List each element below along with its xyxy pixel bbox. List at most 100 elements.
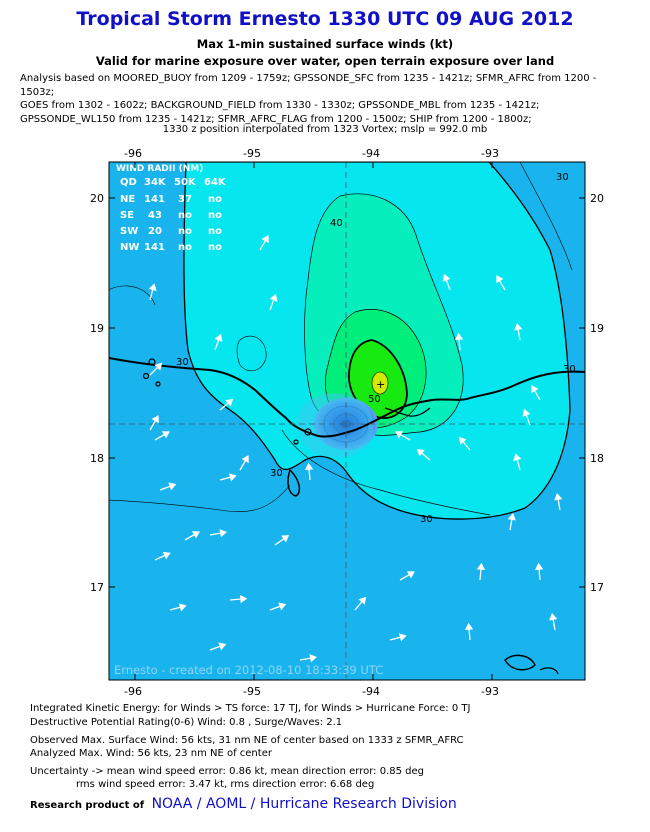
wind-radii-cell: SE — [120, 210, 134, 221]
position-note: 1330 z position interpolated from 1323 V… — [162, 124, 488, 135]
wind-vector-head — [458, 436, 467, 445]
map-subtitle-winds: Max 1-min sustained surface winds (kt) — [196, 37, 454, 51]
lat-tick-label: 20 — [590, 192, 604, 205]
analysis-line: Analysis based on MOORED_BUOY from 1209 … — [20, 73, 597, 98]
wind-radii-cell: 141 — [144, 242, 165, 253]
wind-vector-head — [309, 654, 318, 663]
island — [304, 428, 312, 436]
contour-label: 30 — [420, 514, 433, 525]
wind-vector-head — [168, 482, 177, 491]
lat-tick-label: 17 — [90, 581, 104, 594]
analyzed-max-wind: Analyzed Max. Wind: 56 kts, 23 nm NE of … — [30, 748, 272, 759]
wind-vector-head — [225, 398, 234, 407]
wind-vector-head — [464, 622, 474, 631]
wind-vector-head — [549, 612, 558, 621]
lon-tick-label: -96 — [124, 147, 142, 160]
coastline — [384, 407, 431, 417]
wind-vector-head — [239, 594, 248, 604]
wind-radii-cell: no — [178, 226, 192, 237]
wind-band-20kt — [297, 393, 374, 458]
wind-vector-head — [416, 448, 425, 457]
wind-radii-cell: no — [208, 226, 222, 237]
wind-radii-cell: 141 — [144, 194, 165, 205]
wind-vector-head — [531, 385, 539, 394]
lat-tick-label: 20 — [90, 192, 104, 205]
contour-label: 30 — [556, 172, 569, 183]
contour-line — [519, 162, 573, 271]
wind-radii-cell: NE — [120, 194, 135, 205]
contour-line — [109, 285, 156, 306]
uncertainty-rms: rms wind speed error: 3.47 kt, rms direc… — [76, 779, 375, 790]
wind-vector-head — [534, 562, 544, 571]
lat-tick-label: 18 — [590, 452, 604, 465]
contour-label: 50 — [368, 394, 381, 405]
wind-map: + 30 40 50 30 30 — [90, 147, 604, 698]
wind-radii-table: WIND RADII (NM) QD 34K 50K 64K NE 141 37… — [116, 164, 227, 253]
island — [504, 654, 536, 671]
analysis-line: GPSSONDE_WL150 from 1235 - 1421z; SFMR_A… — [20, 113, 532, 125]
wind-vector-head — [395, 431, 404, 439]
wind-vector-head — [241, 455, 249, 464]
wind-vector-head — [454, 332, 464, 341]
contour-label: 30 — [176, 357, 189, 368]
wind-radii-header: QD — [120, 177, 137, 188]
wind-vector-head — [406, 571, 415, 579]
wind-vector-head — [358, 596, 367, 605]
contour-label: 30 — [270, 468, 283, 479]
wind-vector-head — [554, 492, 563, 501]
wind-vector-head — [191, 531, 200, 539]
lat-tick-label: 19 — [90, 322, 104, 335]
lon-tick-label: -94 — [362, 147, 380, 160]
wind-vector-head — [281, 535, 290, 543]
wind-vector-head — [278, 602, 287, 611]
map-subtitle-exposure: Valid for marine exposure over water, op… — [95, 54, 555, 68]
lat-tick-label: 17 — [590, 581, 604, 594]
lon-tick-label: -94 — [362, 685, 380, 698]
wind-radii-cell: no — [208, 210, 222, 221]
contour-line — [109, 484, 291, 513]
wind-vector-head — [148, 283, 157, 292]
contour-line — [236, 335, 267, 372]
wind-radii-cell: no — [178, 242, 192, 253]
island — [142, 372, 150, 380]
wind-vector-head — [269, 293, 278, 302]
wind-vector-head — [219, 529, 228, 538]
island — [148, 358, 156, 366]
wind-vector-head — [304, 462, 314, 471]
coastline — [109, 357, 585, 438]
lon-tick-label: -95 — [243, 685, 261, 698]
wind-vector-head — [178, 603, 187, 612]
lon-tick-label: -93 — [481, 685, 499, 698]
wind-radii-cell: 37 — [178, 194, 192, 205]
max-wind-marker: + — [376, 378, 385, 391]
lat-tick-label: 18 — [90, 452, 104, 465]
wind-vector-head — [161, 431, 170, 439]
wind-vector-head — [154, 362, 163, 371]
lon-tick-label: -93 — [481, 147, 499, 160]
island — [539, 667, 559, 675]
wind-vector-head — [442, 273, 451, 282]
contour-label: 40 — [330, 218, 343, 229]
wind-radii-cell: no — [208, 194, 222, 205]
analysis-line: GOES from 1302 - 1602z; BACKGROUND_FIELD… — [20, 100, 540, 111]
credit-line: Research product of NOAA / AOML / Hurric… — [30, 796, 457, 812]
contour-line — [281, 429, 491, 516]
coastline — [287, 468, 301, 497]
wind-vectors — [148, 235, 563, 663]
wind-vector-head — [218, 642, 227, 651]
credit-org: NOAA / AOML / Hurricane Research Divisio… — [151, 796, 457, 812]
map-frame — [108, 161, 586, 681]
lat-tick-label: 19 — [590, 322, 604, 335]
wind-radii-header: 50K — [174, 177, 197, 188]
island — [293, 439, 299, 445]
wind-radii-header: 64K — [204, 177, 227, 188]
wind-vector-head — [398, 633, 407, 642]
wind-vector-head — [162, 551, 171, 560]
lon-tick-label: -95 — [243, 147, 261, 160]
uncertainty-mean: Uncertainty -> mean wind speed error: 0.… — [30, 766, 425, 777]
observed-max-wind: Observed Max. Surface Wind: 56 kts, 31 n… — [30, 735, 464, 746]
wind-vector-head — [507, 512, 516, 521]
wind-radii-header: 34K — [144, 177, 167, 188]
wind-radii-cell: NW — [120, 242, 139, 253]
wind-vector-head — [522, 408, 531, 417]
